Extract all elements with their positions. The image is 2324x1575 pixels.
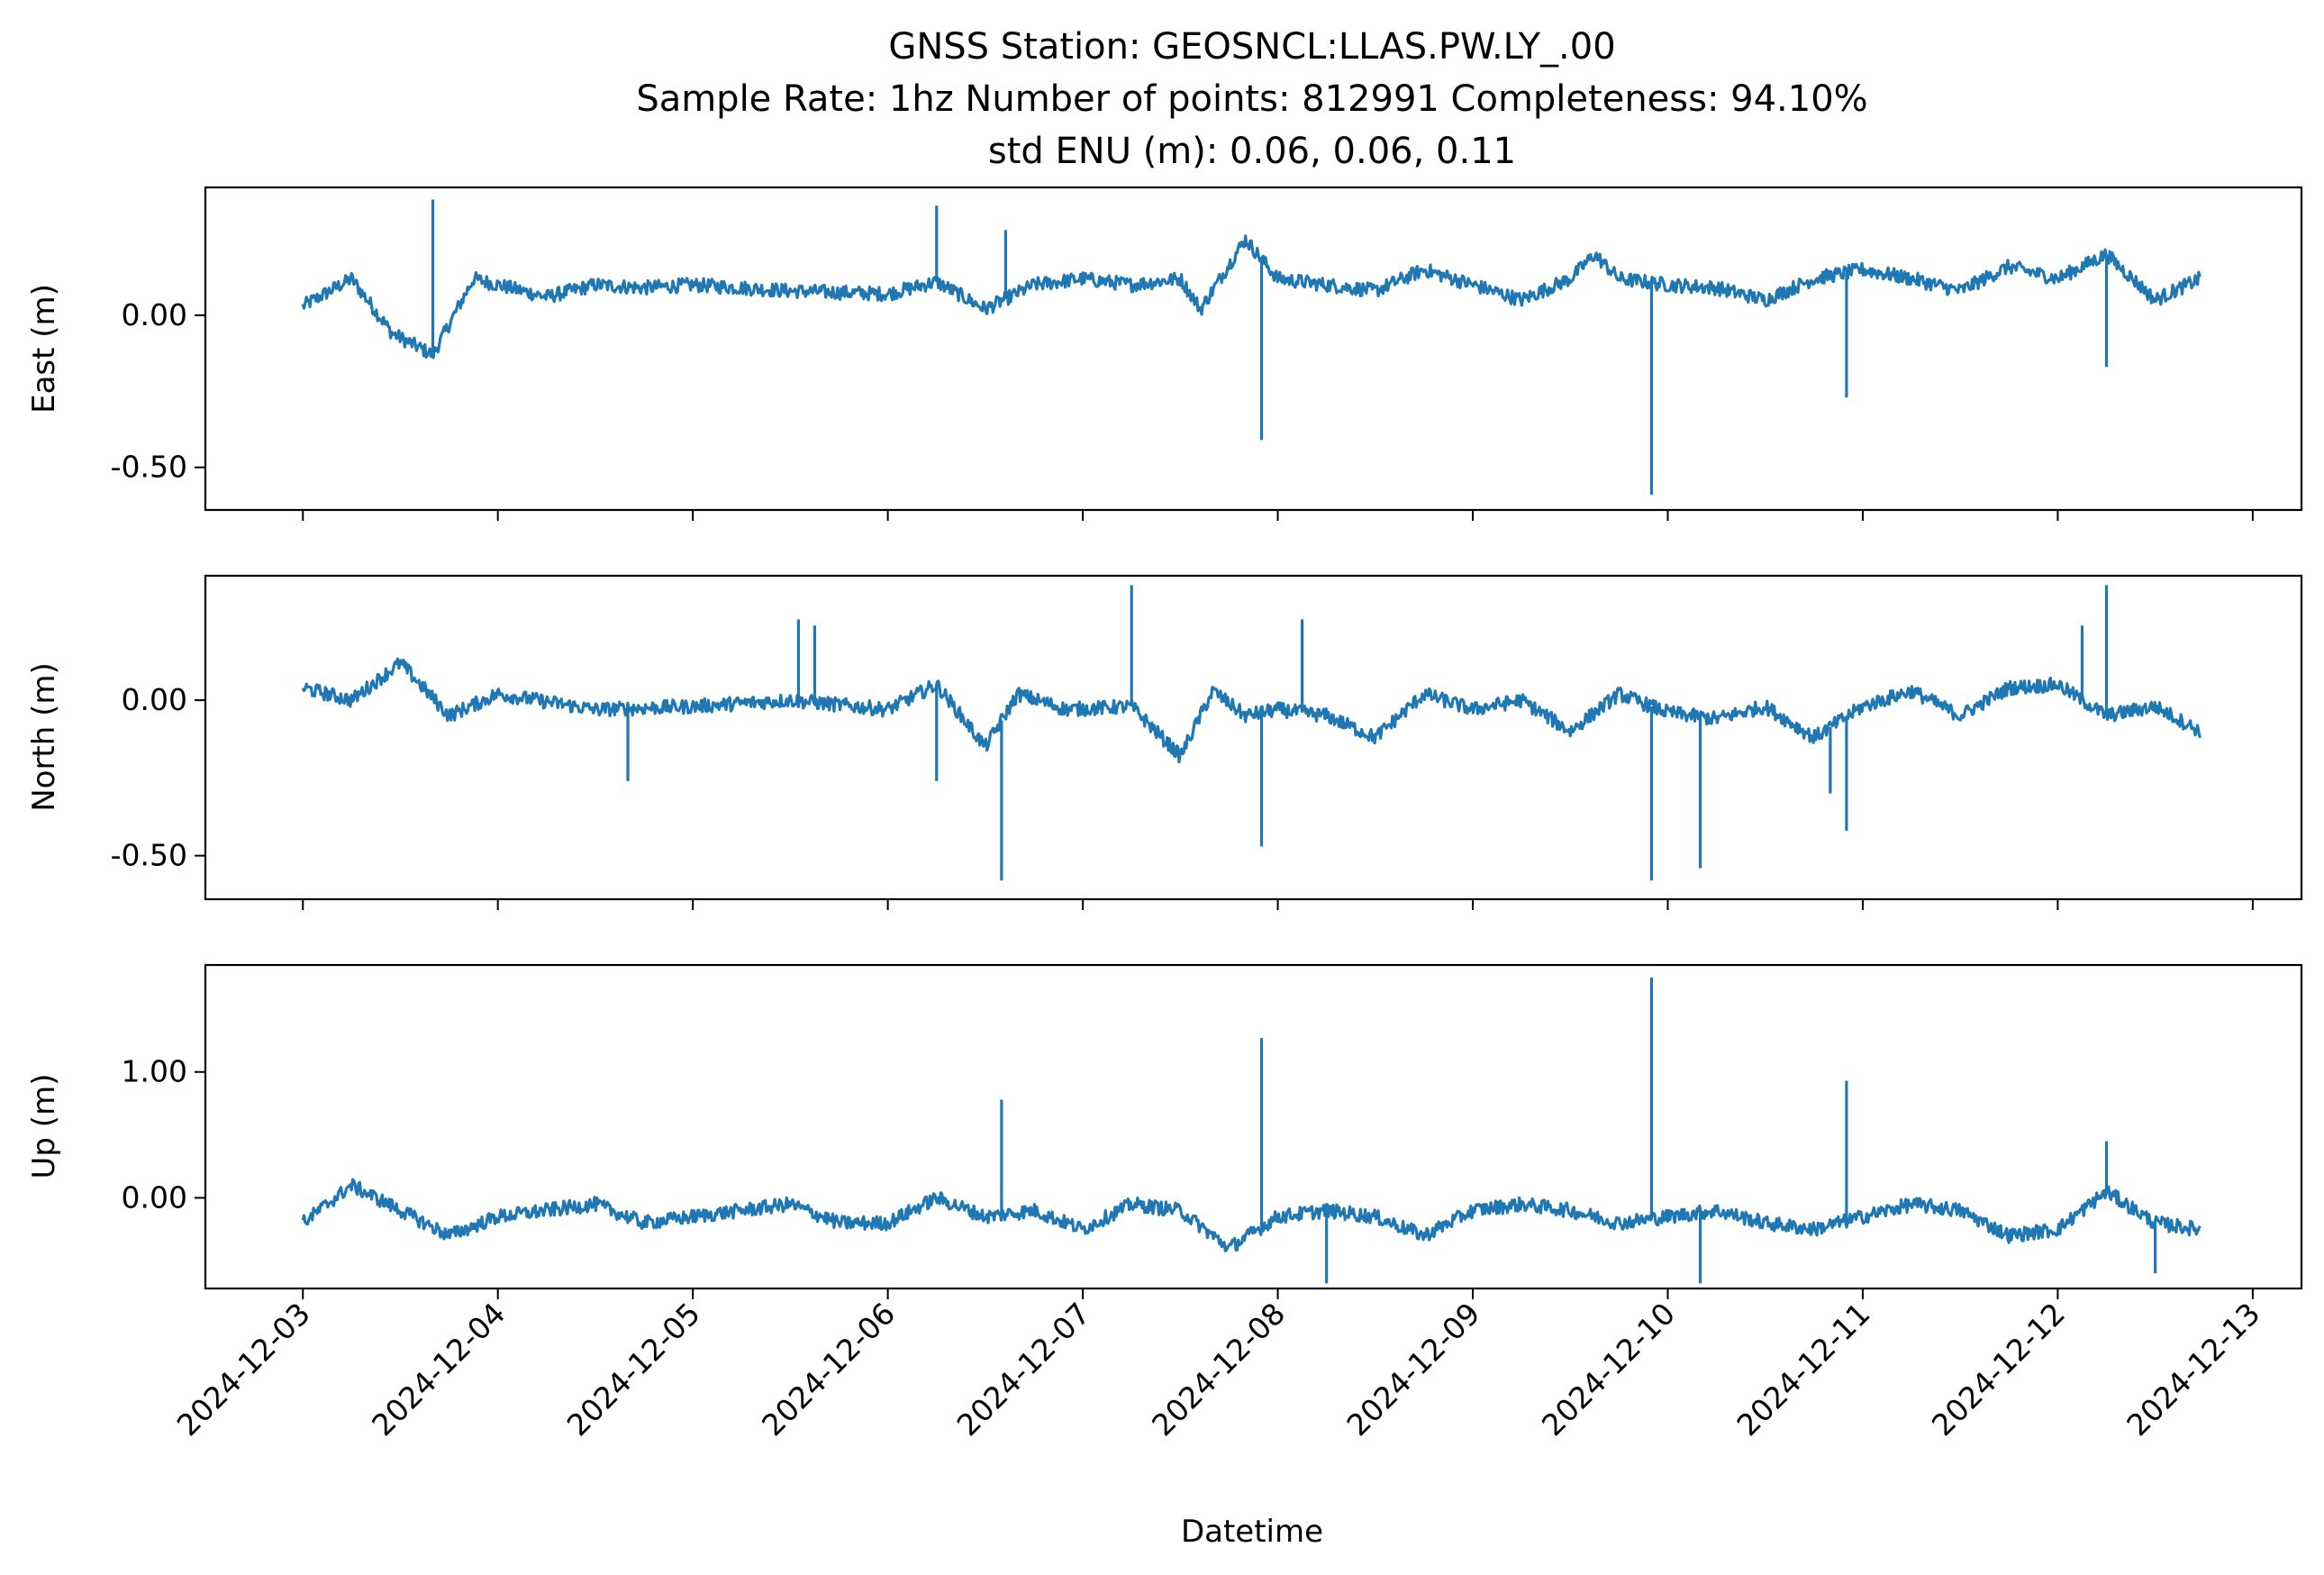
east-ylabel: East (m) [26, 284, 62, 414]
series-line [301, 657, 2201, 764]
series-line [301, 234, 2201, 360]
up-panel: Up (m) 1.00 0.00 [26, 963, 2303, 1299]
title-line-2: Sample Rate: 1hz Number of points: 81299… [636, 78, 1867, 120]
y-tick-label: 1.00 [122, 1054, 187, 1089]
north-ylabel: North (m) [26, 662, 62, 812]
y-tick-label: 0.00 [122, 297, 187, 332]
east-panel: East (m) 0.00 -0.50 [26, 186, 2303, 521]
series-line [301, 1178, 2201, 1252]
y-tick-label: -0.50 [111, 450, 187, 485]
plot-frame [204, 963, 2303, 1290]
y-tick-label: -0.50 [111, 838, 187, 873]
y-tick-label: 0.00 [122, 1179, 187, 1215]
up-ylabel: Up (m) [26, 1074, 62, 1179]
title-line-1: GNSS Station: GEOSNCL:LLAS.PW.LY_.00 [888, 26, 1615, 68]
north-panel: North (m) 0.00 -0.50 [26, 574, 2303, 910]
plot-frame [204, 574, 2303, 901]
y-tick-label: 0.00 [122, 682, 187, 717]
title-line-3: std ENU (m): 0.06, 0.06, 0.11 [988, 131, 1516, 172]
plot-frame [204, 186, 2303, 512]
figure-title: GNSS Station: GEOSNCL:LLAS.PW.LY_.00 Sam… [636, 26, 1867, 172]
x-axis-label: Datetime [1181, 1514, 1323, 1550]
